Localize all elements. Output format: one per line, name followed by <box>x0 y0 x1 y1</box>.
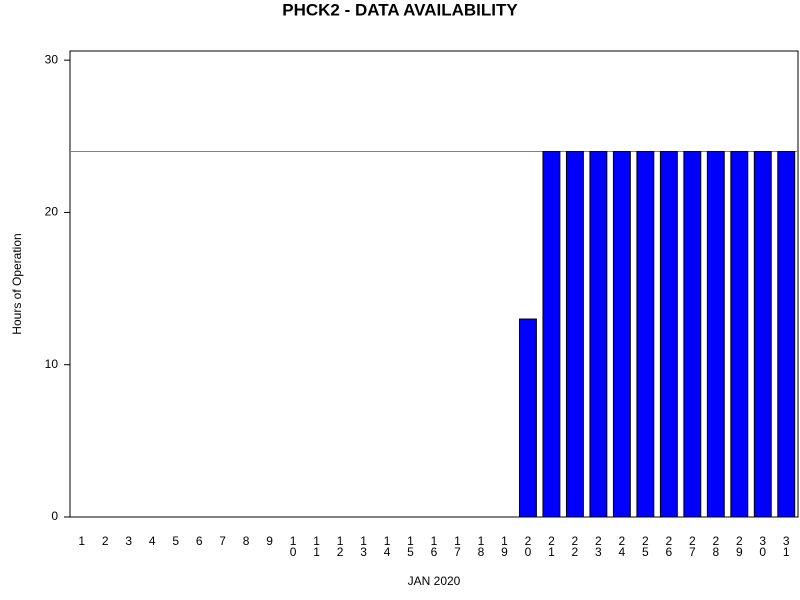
y-tick-label: 0 <box>51 509 58 523</box>
y-tick-label: 10 <box>45 357 59 371</box>
chart-title: PHCK2 - DATA AVAILABILITY <box>282 0 518 19</box>
bar <box>706 151 725 518</box>
bar <box>777 151 796 518</box>
bar <box>589 151 608 518</box>
y-tick-label: 30 <box>45 52 59 66</box>
x-tick-label: 6 <box>196 534 203 548</box>
bar <box>518 318 537 518</box>
bar <box>636 151 655 518</box>
x-tick-label: 9 <box>266 534 273 548</box>
x-tick-label: 2 <box>102 534 109 548</box>
x-tick-label: 5 <box>172 534 179 548</box>
x-tick-label: 7 <box>219 534 226 548</box>
x-axis-label: JAN 2020 <box>408 574 461 588</box>
bar <box>612 151 631 518</box>
bar <box>753 151 772 518</box>
plot-frame <box>69 50 799 518</box>
bar <box>659 151 678 518</box>
bar <box>730 151 749 518</box>
x-tick-label: 3 <box>125 534 132 548</box>
x-tick-label: 8 <box>243 534 250 548</box>
y-tick-label: 20 <box>45 205 59 219</box>
x-tick-label: 1 <box>78 534 85 548</box>
bar <box>565 151 584 518</box>
x-tick-label: 4 <box>149 534 156 548</box>
bar <box>683 151 702 518</box>
bar <box>542 151 561 518</box>
y-axis-label: Hours of Operation <box>10 233 24 334</box>
